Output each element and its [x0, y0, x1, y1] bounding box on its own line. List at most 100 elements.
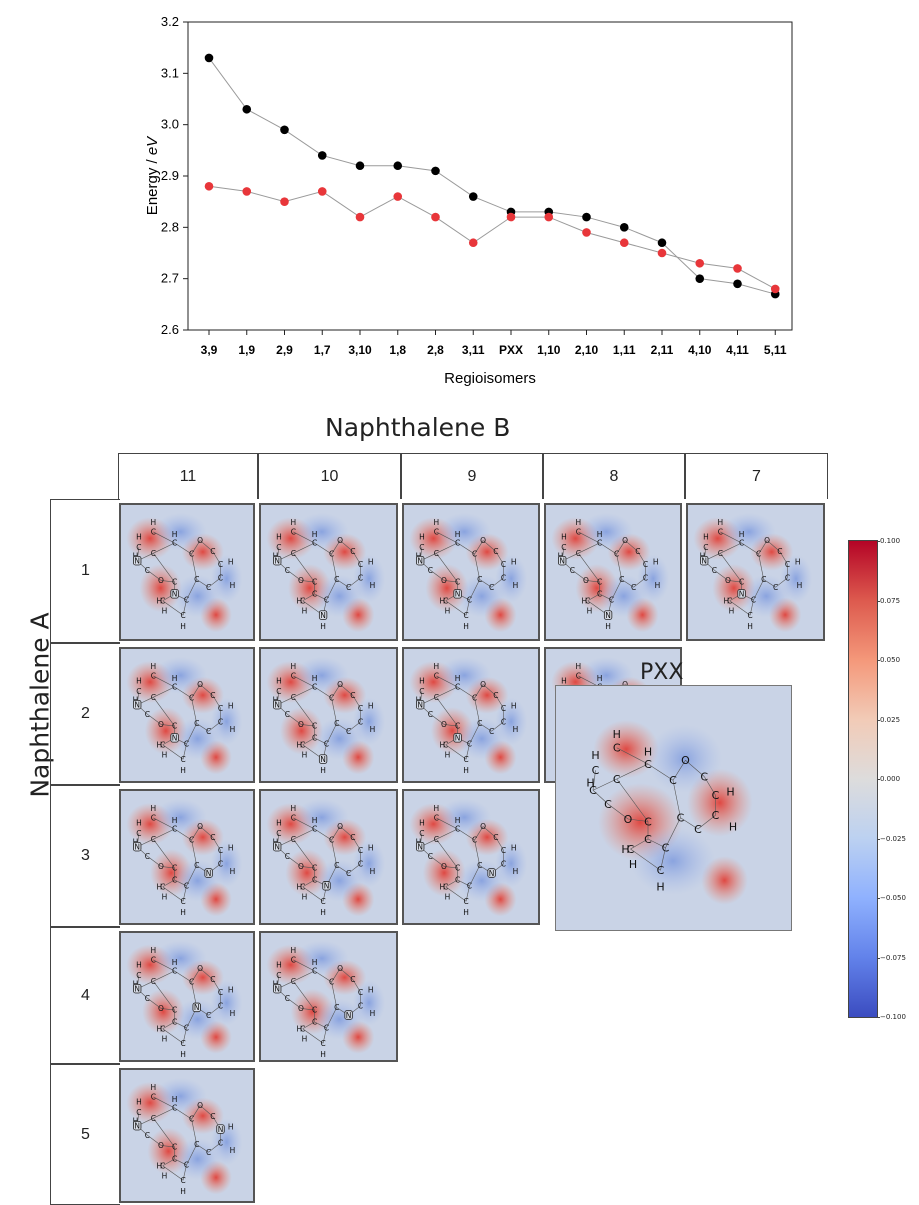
atom-c: C — [694, 823, 702, 836]
bond — [436, 686, 458, 698]
atom-c: C — [643, 560, 648, 569]
atom-c: C — [358, 859, 363, 868]
atom-c: C — [350, 547, 355, 556]
atom-h: H — [605, 622, 611, 631]
atom-c: C — [493, 691, 498, 700]
atom-c: C — [218, 560, 223, 569]
bond — [182, 599, 187, 616]
atom-c: C — [669, 774, 677, 787]
bond — [578, 542, 600, 554]
bond — [293, 970, 315, 982]
nitrogen-box — [558, 555, 567, 566]
atom-h: H — [291, 804, 297, 813]
negative-density — [154, 656, 207, 694]
bond — [162, 1021, 175, 1030]
atom-n: N — [274, 842, 280, 851]
bond — [436, 542, 458, 554]
bond — [302, 879, 315, 888]
atom-h: H — [576, 662, 582, 671]
bond — [293, 697, 315, 727]
atom-h: H — [718, 518, 724, 527]
atom-n: N — [455, 734, 461, 743]
negative-density — [210, 979, 243, 1026]
bond — [174, 970, 192, 983]
atom-c: C — [350, 833, 355, 842]
atom-h: H — [320, 622, 326, 631]
atom-h: H — [368, 557, 374, 566]
atom-c: C — [136, 687, 141, 696]
x-tick-label: 2,9 — [276, 343, 293, 357]
atom-h: H — [136, 533, 142, 542]
atom-c: C — [151, 814, 156, 823]
bond — [191, 1105, 201, 1120]
negative-density — [495, 697, 528, 746]
negative-density — [457, 717, 506, 760]
bond — [302, 593, 315, 602]
bond — [293, 553, 315, 583]
negative-density — [352, 979, 386, 1026]
series-0-point — [204, 53, 214, 63]
atom-h: H — [463, 622, 469, 631]
bond — [352, 979, 361, 993]
atom-h: H — [276, 677, 282, 686]
atom-c: C — [712, 809, 720, 822]
atom-h: H — [276, 819, 282, 828]
atom-o: O — [298, 862, 304, 871]
atom-c: C — [644, 815, 652, 828]
atom-n: N — [455, 590, 461, 599]
bond — [482, 540, 497, 552]
atom-c: C — [210, 691, 215, 700]
bond — [352, 551, 361, 565]
atom-c: C — [276, 829, 281, 838]
atom-o: O — [764, 536, 770, 545]
atom-c: C — [419, 829, 424, 838]
nitrogen-box — [318, 610, 328, 620]
atom-c: C — [210, 833, 215, 842]
atom-h: H — [416, 837, 422, 846]
bond — [749, 599, 754, 616]
negative-density — [210, 839, 243, 888]
bond — [300, 866, 315, 869]
atom-h: H — [561, 533, 567, 542]
atom-c: C — [631, 583, 636, 592]
x-tick-label: 2,11 — [651, 343, 674, 357]
atom-c: C — [493, 833, 498, 842]
atom-h: H — [439, 882, 445, 891]
atom-h: H — [230, 1009, 236, 1018]
x-tick-label: 1,7 — [314, 343, 331, 357]
atom-h: H — [434, 662, 440, 671]
bond — [314, 737, 327, 745]
atom-h: H — [133, 695, 139, 704]
bond — [314, 1021, 327, 1029]
bond — [153, 531, 175, 544]
atom-c: C — [206, 1148, 211, 1157]
y-tick-label: 2.6 — [161, 322, 179, 337]
bond — [147, 713, 162, 725]
bond — [685, 760, 705, 777]
atom-c: C — [472, 836, 477, 845]
series-1-point — [695, 258, 705, 268]
atom-c: C — [276, 543, 281, 552]
x-axis-label: Regioisomers — [444, 370, 536, 387]
x-tick-label: 2,10 — [575, 343, 599, 357]
atom-h: H — [591, 749, 599, 762]
atom-h: H — [368, 985, 374, 994]
atom-c: C — [218, 846, 223, 855]
atom-c: C — [576, 672, 581, 681]
atom-h: H — [133, 979, 139, 988]
bond — [287, 855, 302, 867]
atom-c: C — [751, 596, 756, 605]
bond — [665, 817, 681, 848]
atom-o: O — [441, 720, 447, 729]
atom-n: N — [172, 590, 178, 599]
atom-c: C — [300, 596, 305, 605]
atom-h: H — [463, 766, 469, 775]
atom-o: O — [441, 576, 447, 585]
bond — [474, 839, 480, 866]
atom-c: C — [136, 971, 141, 980]
